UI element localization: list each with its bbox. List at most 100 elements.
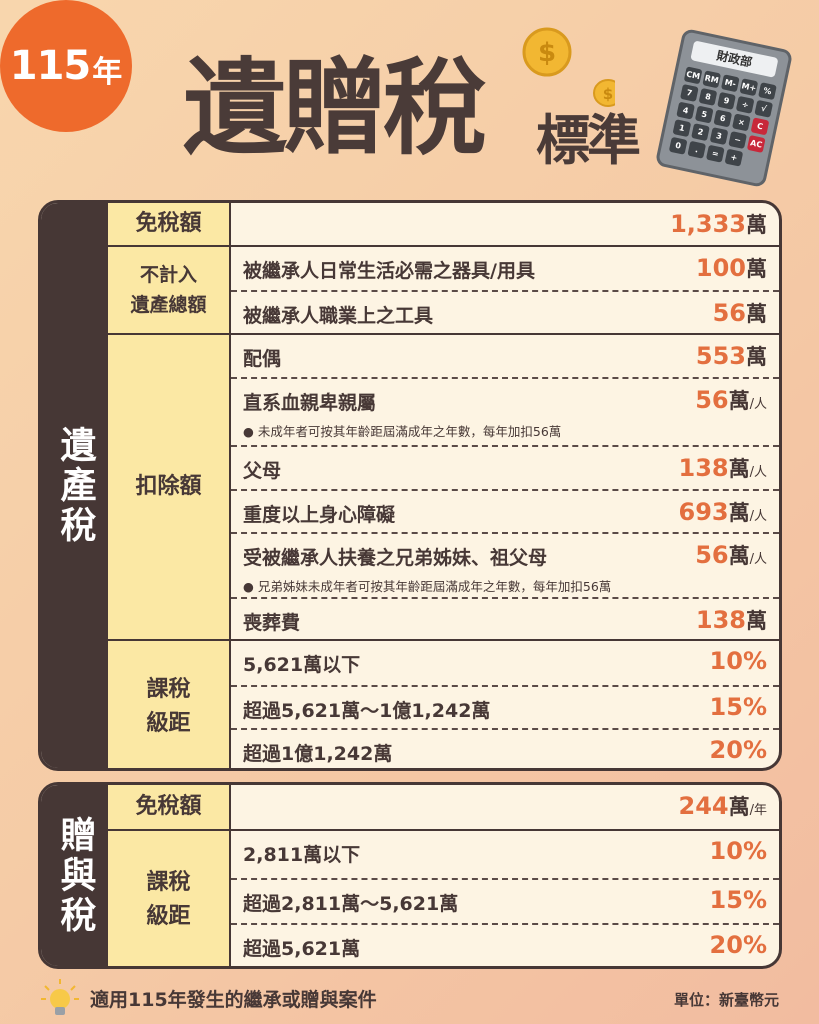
row-note: ● 未成年者可按其年齡距屆滿成年之年數，每年加扣56萬	[243, 424, 562, 439]
calculator-key: 1	[672, 119, 692, 138]
year-badge: 115 年	[0, 0, 132, 132]
row-value: 693萬/人	[679, 497, 768, 527]
rows: 被繼承人日常生活必需之器具/用具 100萬被繼承人職業上之工具 56萬	[231, 247, 779, 333]
row-label: 超過5,621萬～1億1,242萬	[243, 700, 491, 722]
row-label: 直系血親卑親屬	[243, 392, 377, 414]
category-label: 不計入	[139, 264, 197, 286]
row-value: 138萬	[696, 605, 767, 635]
calculator-key: RM	[702, 70, 722, 89]
calculator-key: ×	[731, 113, 751, 132]
table-row: 1,333萬	[231, 203, 779, 245]
calculator-key: CM	[683, 66, 703, 85]
value-wan: 萬	[746, 609, 767, 633]
value-number: 553	[695, 342, 746, 370]
value-unit: /人	[749, 509, 767, 524]
row-label: 2,811萬以下	[243, 844, 361, 866]
value-number: 693	[678, 498, 729, 526]
row-label: 父母	[243, 460, 282, 482]
row-label: 5,621萬以下	[243, 654, 361, 676]
page-subtitle: 標準	[536, 109, 641, 172]
calculator-key: −	[728, 131, 748, 150]
category-label: 免稅額	[135, 794, 202, 819]
table-row: 244萬/年	[231, 785, 779, 829]
footer-note: 適用115年發生的繼承或贈與案件	[90, 989, 377, 1011]
category-label: 級距	[146, 710, 191, 736]
value-unit: /人	[749, 397, 767, 412]
calculator-key: √	[754, 99, 774, 118]
value-number: 20%	[709, 736, 767, 764]
row-label: 重度以上身心障礙	[243, 504, 396, 526]
estate-group: 不計入 遺產總額 被繼承人日常生活必需之器具/用具 100萬被繼承人職業上之工具 56萬	[108, 245, 779, 333]
row-value: 56萬	[713, 298, 767, 328]
value-unit: /人	[749, 465, 767, 480]
value-wan: 萬	[728, 457, 750, 481]
calculator-key: .	[687, 140, 707, 159]
table-row: 直系血親卑親屬 ● 未成年者可按其年齡距屆滿成年之年數，每年加扣56萬 56萬/人	[231, 377, 779, 445]
table-row: 父母 138萬/人	[231, 445, 779, 489]
calculator-key: =	[705, 144, 725, 163]
svg-text:$: $	[603, 85, 613, 103]
svg-text:$: $	[538, 38, 556, 68]
unit-label: 單位：新臺幣元	[673, 991, 779, 1009]
coins-icon: $ $	[522, 27, 615, 107]
page-title: 遺贈稅	[183, 47, 487, 169]
calculator-key: 6	[713, 109, 733, 128]
rows: 5,621萬以下 10% 超過5,621萬～1億1,242萬 15% 超過1億1,242…	[231, 641, 779, 768]
rows: 2,811萬以下 10% 超過2,811萬～5,621萬 15% 超過5,621萬 20%	[231, 831, 779, 966]
value-wan: 萬	[746, 345, 767, 369]
table-row: 超過5,621萬～1億1,242萬 15%	[231, 685, 779, 728]
calculator-icon: 財政部 CM RM M- M+% 7 8 9 ÷ √ 4 5 6 × C 1 2 3− AC 0. = +	[654, 27, 794, 189]
row-label: 配偶	[243, 348, 282, 370]
row-value: 100萬	[696, 253, 767, 283]
row-label: 被繼承人職業上之工具	[243, 305, 434, 327]
estate-tax-table: 遺產稅 免稅額 1,333萬 不計入 遺產總額 被繼承人日常生活必需之器具/用具 100萬…	[38, 200, 782, 771]
row-value: 56萬/人	[695, 385, 767, 415]
calculator-key: %	[758, 82, 777, 101]
value-wan: 萬	[728, 389, 750, 413]
value-number: 244	[678, 792, 729, 820]
rows: 配偶 553萬 直系血親卑親屬 ● 未成年者可按其年齡距屆滿成年之年數，每年加扣56萬…	[231, 335, 779, 639]
category-cell: 課稅 級距	[108, 831, 231, 966]
row-value: 20%	[710, 736, 767, 764]
row-value: 138萬/人	[679, 453, 768, 483]
row-note: ● 兄弟姊妹未成年者可按其年齡距屆滿成年之年數，每年加扣56萬	[243, 579, 612, 594]
calculator-key: 0	[668, 136, 688, 155]
row-value: 244萬/年	[679, 791, 768, 821]
value-wan: 萬	[746, 302, 767, 326]
row-value: 15%	[710, 693, 767, 721]
value-wan: 萬	[728, 501, 750, 525]
category-cell: 免稅額	[108, 785, 231, 829]
value-number: 20%	[709, 931, 767, 959]
value-number: 138	[678, 454, 729, 482]
row-value: 10%	[710, 837, 767, 865]
year-number: 115	[9, 43, 91, 89]
category-cell: 扣除額	[108, 335, 231, 639]
value-number: 138	[695, 606, 746, 634]
row-label: 受被繼承人扶養之兄弟姊妹、祖父母	[243, 547, 548, 569]
calculator-key: C	[750, 117, 770, 136]
value-number: 56	[695, 386, 729, 414]
calculator-key: M-	[720, 74, 740, 93]
value-number: 15%	[709, 693, 767, 721]
category-cell: 不計入 遺產總額	[108, 247, 231, 333]
value-number: 10%	[709, 837, 767, 865]
year-suffix: 年	[92, 55, 123, 90]
calculator-key: 7	[679, 83, 699, 102]
calculator-key: 3	[709, 127, 729, 146]
estate-group: 扣除額 配偶 553萬 直系血親卑親屬 ● 未成年者可按其年齡距屆滿成年之年數，每年加扣…	[108, 333, 779, 639]
row-value: 20%	[710, 931, 767, 959]
row-label: 被繼承人日常生活必需之器具/用具	[243, 260, 535, 282]
value-number: 15%	[709, 886, 767, 914]
table-row: 超過2,811萬～5,621萬 15%	[231, 878, 779, 923]
calculator-key: 2	[691, 123, 710, 142]
row-value: 56萬/人	[695, 540, 767, 570]
gift-tax-label: 贈與稅	[41, 785, 108, 966]
category-label: 課稅	[146, 870, 191, 895]
category-cell: 免稅額	[108, 203, 231, 245]
calculator-key: 8	[698, 87, 718, 106]
calculator-key: ÷	[735, 95, 755, 114]
lightbulb-icon	[41, 979, 79, 1015]
table-row: 受被繼承人扶養之兄弟姊妹、祖父母 ● 兄弟姊妹未成年者可按其年齡距屆滿成年之年數，…	[231, 532, 779, 597]
estate-tax-label: 遺產稅	[41, 203, 108, 768]
calculator-key: AC	[746, 134, 766, 153]
